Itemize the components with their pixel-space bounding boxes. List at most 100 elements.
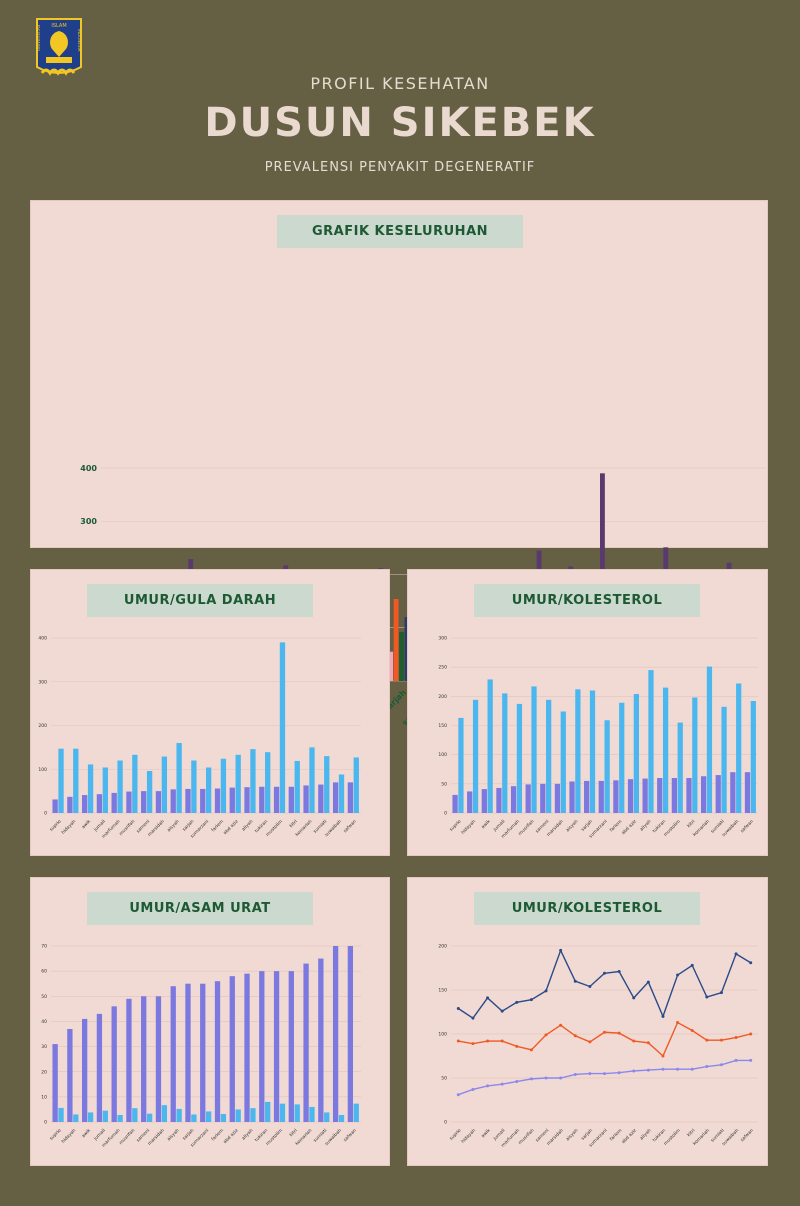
y-tick-label: 200 bbox=[438, 694, 447, 700]
x-category-label: jumali bbox=[92, 819, 107, 834]
x-category-label: hidayah bbox=[460, 819, 477, 836]
bar bbox=[52, 1044, 58, 1122]
y-tick-label: 40 bbox=[41, 1019, 47, 1025]
y-tick-label: 100 bbox=[38, 767, 47, 773]
x-category-label: suprio bbox=[448, 1128, 462, 1142]
bar bbox=[259, 786, 265, 813]
bar bbox=[657, 778, 663, 813]
x-category-label: jumali bbox=[92, 1128, 107, 1143]
bar bbox=[525, 784, 531, 813]
x-category-label: abd aziz bbox=[222, 1127, 240, 1145]
bar bbox=[338, 774, 345, 813]
bar bbox=[633, 694, 639, 813]
x-category-label: kitri bbox=[686, 1128, 696, 1138]
bar bbox=[744, 772, 751, 813]
data-point bbox=[486, 996, 490, 1000]
panel-title-kolesterol-line: UMUR/KOLESTEROL bbox=[474, 892, 700, 925]
university-logo-icon: ISLAM UNIVERSITAS INDONESIA bbox=[36, 18, 82, 76]
x-category-label: musrifah bbox=[118, 819, 136, 837]
bar bbox=[259, 971, 265, 1122]
bar bbox=[132, 1108, 138, 1122]
bar bbox=[303, 963, 309, 1122]
y-tick-label: 150 bbox=[438, 988, 447, 994]
bar bbox=[132, 754, 138, 813]
bar bbox=[531, 686, 537, 813]
y-tick-label: 300 bbox=[438, 636, 447, 642]
x-category-label: aisyah bbox=[565, 819, 580, 834]
data-point bbox=[544, 1076, 548, 1080]
bar bbox=[472, 699, 479, 813]
bar bbox=[244, 973, 250, 1122]
bar bbox=[642, 778, 648, 813]
bar bbox=[265, 1101, 271, 1122]
bar bbox=[619, 702, 625, 813]
bar bbox=[82, 795, 88, 813]
bar bbox=[604, 720, 610, 813]
panel-asam-urat: UMUR/ASAM URAT 0 10 20 30 40 50 60 70 suprio hida… bbox=[30, 877, 390, 1166]
bar bbox=[467, 791, 473, 813]
data-point bbox=[588, 1040, 592, 1044]
data-point bbox=[690, 963, 694, 967]
bar bbox=[214, 981, 221, 1122]
bar bbox=[58, 748, 64, 813]
y-tick-label: 70 bbox=[41, 944, 47, 950]
bar bbox=[170, 789, 176, 813]
bar bbox=[161, 1105, 168, 1122]
x-category-label: fariem bbox=[210, 819, 225, 834]
bar bbox=[294, 760, 300, 813]
bar bbox=[487, 679, 493, 813]
bar bbox=[309, 747, 315, 813]
bar bbox=[510, 786, 517, 813]
bar bbox=[141, 791, 147, 813]
bar bbox=[87, 764, 94, 813]
bar bbox=[347, 946, 354, 1122]
bar bbox=[554, 783, 561, 813]
data-point bbox=[661, 1067, 665, 1071]
y-tick-label: 50 bbox=[441, 1076, 447, 1082]
y-tick-label: 50 bbox=[41, 994, 47, 1000]
bar bbox=[318, 784, 324, 813]
bar bbox=[250, 749, 256, 813]
data-point bbox=[529, 1048, 533, 1052]
data-point bbox=[749, 961, 753, 965]
data-point bbox=[646, 980, 650, 984]
bar bbox=[279, 1103, 286, 1122]
data-point bbox=[632, 996, 636, 1000]
y-tick-label: 200 bbox=[438, 944, 447, 950]
data-point bbox=[734, 1036, 738, 1040]
bar bbox=[338, 1114, 345, 1122]
y-tick-label: 0 bbox=[44, 811, 47, 817]
y-tick-label: 400 bbox=[80, 464, 97, 473]
data-point bbox=[500, 1082, 504, 1086]
bar bbox=[715, 775, 721, 813]
bar bbox=[502, 693, 508, 813]
bar bbox=[546, 699, 552, 813]
bar bbox=[117, 1114, 123, 1122]
bar bbox=[235, 1109, 241, 1122]
bar bbox=[584, 780, 590, 813]
x-category-label: fariem bbox=[210, 1128, 225, 1143]
bar bbox=[220, 1113, 227, 1122]
bar bbox=[102, 767, 108, 813]
header-title: DUSUN SIKEBEK bbox=[204, 100, 596, 146]
x-category-label: awik bbox=[80, 818, 92, 830]
data-point bbox=[471, 1042, 475, 1046]
data-point bbox=[559, 1023, 563, 1027]
bar bbox=[399, 632, 404, 681]
x-category-label: awik bbox=[480, 1127, 492, 1139]
bar bbox=[220, 758, 227, 813]
bar bbox=[324, 756, 330, 813]
bar bbox=[662, 687, 669, 813]
bar bbox=[96, 1013, 103, 1122]
university-logo: ISLAM UNIVERSITAS INDONESIA bbox=[34, 17, 84, 85]
bar bbox=[589, 690, 596, 813]
bar bbox=[721, 706, 727, 813]
data-point bbox=[573, 1072, 577, 1076]
bar bbox=[736, 683, 742, 813]
bar bbox=[155, 791, 162, 813]
x-category-label: aliyah bbox=[241, 819, 255, 833]
data-point bbox=[661, 1014, 665, 1018]
logo-left-text: UNIVERSITAS bbox=[36, 24, 41, 51]
x-category-label: kitri bbox=[686, 819, 696, 829]
bar bbox=[404, 617, 410, 681]
